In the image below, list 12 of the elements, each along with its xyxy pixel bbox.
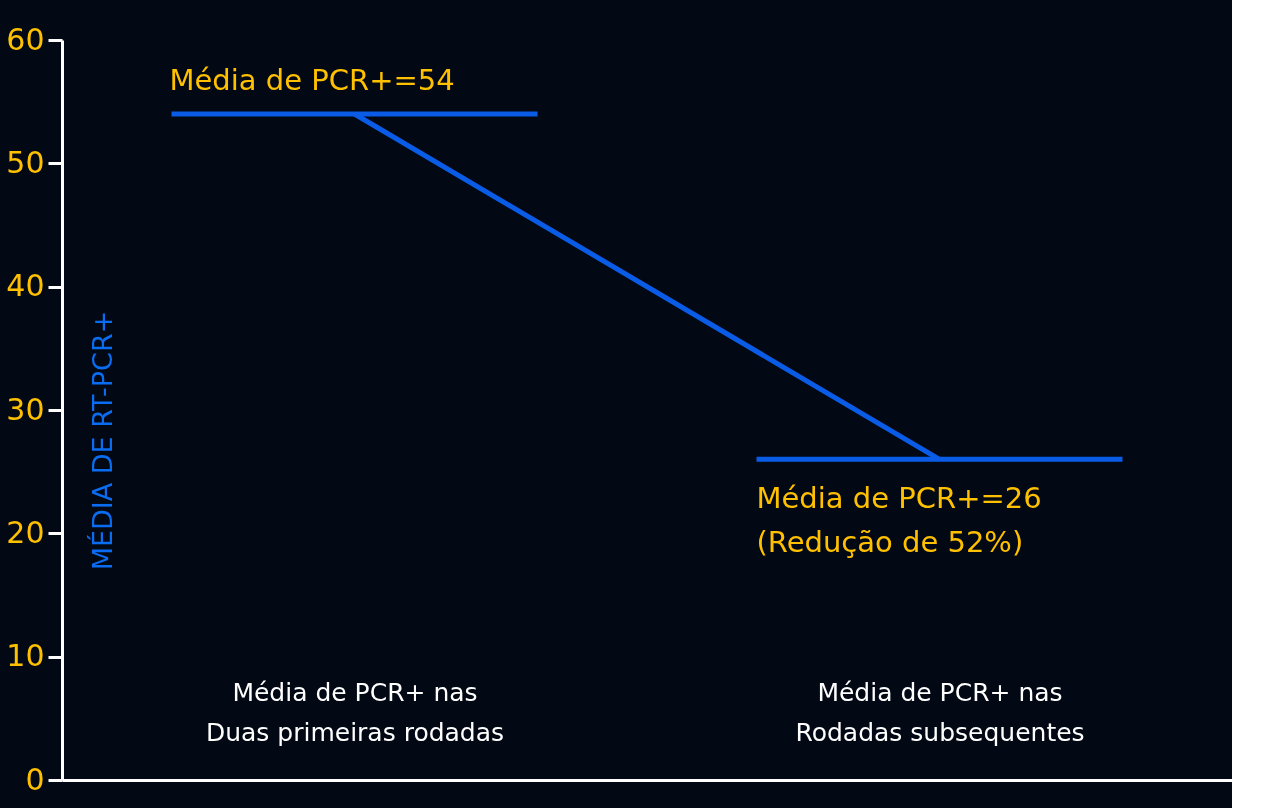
- y-tick-label: 40: [6, 268, 45, 304]
- y-axis-title: MÉDIA DE RT-PCR+: [86, 310, 118, 571]
- x-tick-label: Média de PCR+ nas Duas primeiras rodadas: [205, 677, 505, 747]
- y-tick-label: 60: [6, 21, 45, 57]
- y-tick-label: 0: [25, 761, 45, 797]
- y-tick-label: 20: [6, 514, 45, 550]
- y-tick-label: 50: [6, 144, 45, 180]
- x-tick-label: Média de PCR+ nas Rodadas subsequentes: [795, 677, 1085, 747]
- annotation: Média de PCR+=54: [169, 63, 455, 97]
- y-tick-label: 10: [6, 638, 45, 674]
- y-tick-label: 30: [6, 391, 45, 427]
- annotation: Média de PCR+=26 (Redução de 52%): [756, 481, 1042, 560]
